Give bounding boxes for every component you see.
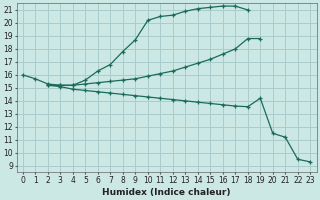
X-axis label: Humidex (Indice chaleur): Humidex (Indice chaleur) <box>102 188 231 197</box>
